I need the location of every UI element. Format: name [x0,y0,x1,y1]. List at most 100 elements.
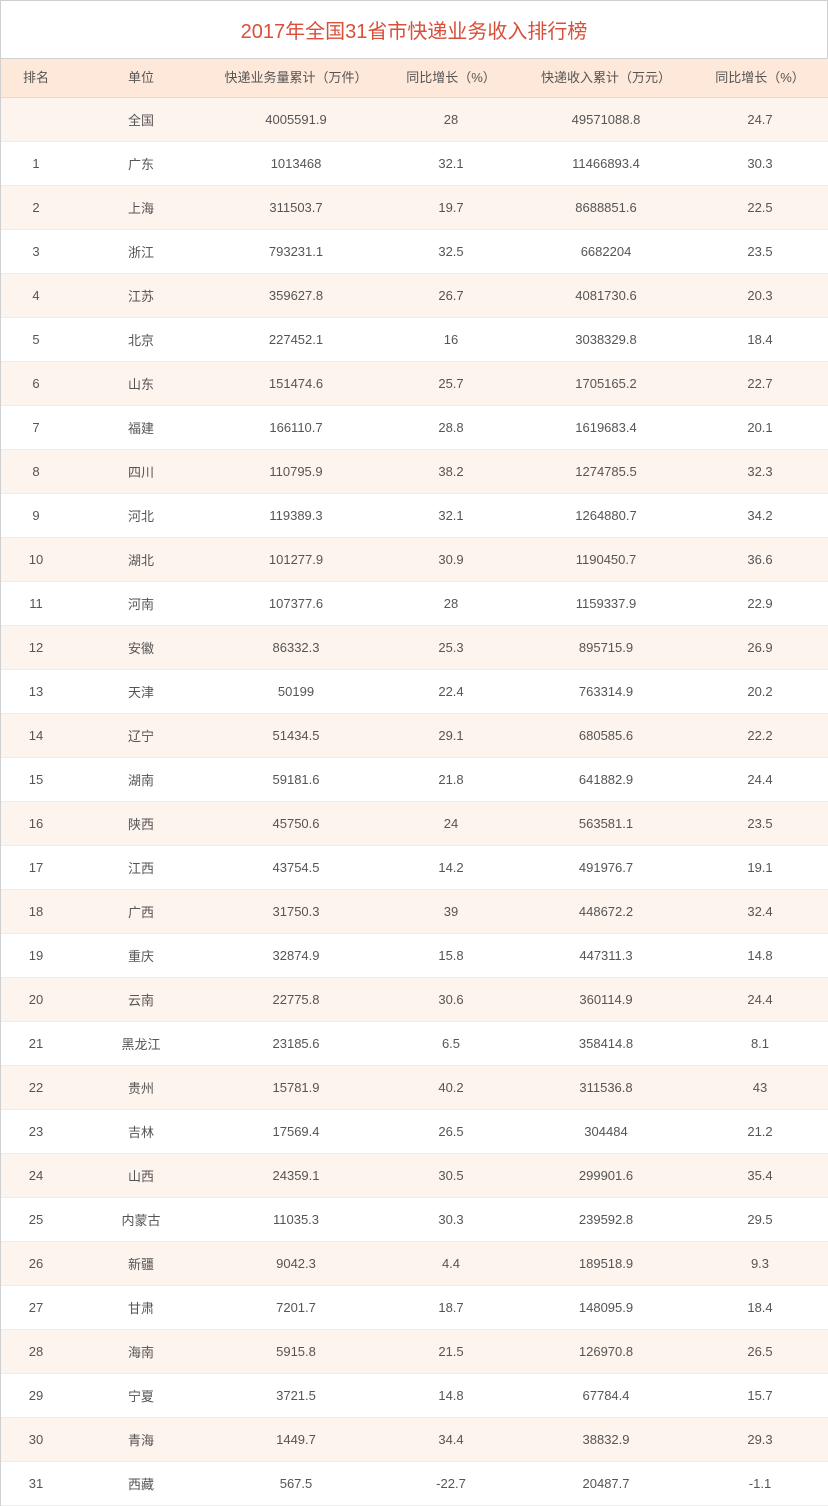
cell-revenue: 6682204 [521,230,691,274]
col-rank: 排名 [1,59,71,98]
cell-vol-growth: 24 [381,802,521,846]
cell-rev-growth: 20.3 [691,274,828,318]
cell-volume: 45750.6 [211,802,381,846]
cell-revenue: 1619683.4 [521,406,691,450]
cell-vol-growth: 28 [381,582,521,626]
cell-rev-growth: 43 [691,1066,828,1110]
cell-volume: 11035.3 [211,1198,381,1242]
cell-volume: 23185.6 [211,1022,381,1066]
table-row: 13天津5019922.4763314.920.2 [1,670,828,714]
cell-volume: 3721.5 [211,1374,381,1418]
cell-rank: 1 [1,142,71,186]
cell-unit: 甘肃 [71,1286,211,1330]
cell-revenue: 11466893.4 [521,142,691,186]
cell-rev-growth: 18.4 [691,318,828,362]
cell-revenue: 1159337.9 [521,582,691,626]
cell-rank: 12 [1,626,71,670]
cell-vol-growth: 29.1 [381,714,521,758]
cell-rank: 26 [1,1242,71,1286]
cell-rank: 14 [1,714,71,758]
cell-revenue: 448672.2 [521,890,691,934]
cell-volume: 86332.3 [211,626,381,670]
table-row: 27甘肃7201.718.7148095.918.4 [1,1286,828,1330]
cell-volume: 110795.9 [211,450,381,494]
cell-volume: 119389.3 [211,494,381,538]
cell-volume: 1449.7 [211,1418,381,1462]
cell-volume: 107377.6 [211,582,381,626]
cell-rank [1,98,71,142]
cell-vol-growth: 32.1 [381,494,521,538]
cell-vol-growth: 22.4 [381,670,521,714]
cell-volume: 7201.7 [211,1286,381,1330]
cell-rank: 27 [1,1286,71,1330]
cell-vol-growth: 21.5 [381,1330,521,1374]
cell-revenue: 360114.9 [521,978,691,1022]
col-volume: 快递业务量累计（万件） [211,59,381,98]
cell-rev-growth: -1.1 [691,1462,828,1506]
cell-unit: 陕西 [71,802,211,846]
cell-rank: 22 [1,1066,71,1110]
table-row: 11河南107377.6281159337.922.9 [1,582,828,626]
cell-volume: 101277.9 [211,538,381,582]
cell-unit: 安徽 [71,626,211,670]
table-row: 全国4005591.92849571088.824.7 [1,98,828,142]
cell-vol-growth: 30.3 [381,1198,521,1242]
col-unit: 单位 [71,59,211,98]
table-header-row: 排名 单位 快递业务量累计（万件） 同比增长（%） 快递收入累计（万元） 同比增… [1,59,828,98]
cell-volume: 43754.5 [211,846,381,890]
cell-volume: 1013468 [211,142,381,186]
cell-vol-growth: 25.3 [381,626,521,670]
cell-volume: 17569.4 [211,1110,381,1154]
cell-revenue: 680585.6 [521,714,691,758]
table-row: 28海南5915.821.5126970.826.5 [1,1330,828,1374]
table-row: 5北京227452.1163038329.818.4 [1,318,828,362]
cell-rank: 30 [1,1418,71,1462]
table-row: 18广西31750.339448672.232.4 [1,890,828,934]
cell-unit: 河北 [71,494,211,538]
cell-rank: 24 [1,1154,71,1198]
cell-unit: 内蒙古 [71,1198,211,1242]
cell-rev-growth: 22.5 [691,186,828,230]
table-row: 24山西24359.130.5299901.635.4 [1,1154,828,1198]
cell-vol-growth: 30.9 [381,538,521,582]
cell-unit: 重庆 [71,934,211,978]
cell-rank: 31 [1,1462,71,1506]
cell-volume: 151474.6 [211,362,381,406]
table-row: 21黑龙江23185.66.5358414.88.1 [1,1022,828,1066]
table-row: 31西藏567.5-22.720487.7-1.1 [1,1462,828,1506]
cell-unit: 山西 [71,1154,211,1198]
cell-revenue: 67784.4 [521,1374,691,1418]
cell-revenue: 1705165.2 [521,362,691,406]
cell-rank: 7 [1,406,71,450]
cell-vol-growth: 26.5 [381,1110,521,1154]
cell-unit: 辽宁 [71,714,211,758]
cell-rev-growth: 24.4 [691,758,828,802]
table-row: 1广东101346832.111466893.430.3 [1,142,828,186]
cell-unit: 上海 [71,186,211,230]
cell-rev-growth: 8.1 [691,1022,828,1066]
cell-revenue: 447311.3 [521,934,691,978]
table-row: 2上海311503.719.78688851.622.5 [1,186,828,230]
cell-volume: 31750.3 [211,890,381,934]
table-row: 30青海1449.734.438832.929.3 [1,1418,828,1462]
cell-rev-growth: 36.6 [691,538,828,582]
cell-rank: 21 [1,1022,71,1066]
cell-volume: 359627.8 [211,274,381,318]
cell-vol-growth: 14.8 [381,1374,521,1418]
cell-revenue: 49571088.8 [521,98,691,142]
cell-unit: 江苏 [71,274,211,318]
cell-vol-growth: 28.8 [381,406,521,450]
cell-revenue: 304484 [521,1110,691,1154]
cell-rank: 17 [1,846,71,890]
cell-unit: 全国 [71,98,211,142]
cell-rank: 8 [1,450,71,494]
table-row: 8四川110795.938.21274785.532.3 [1,450,828,494]
cell-rank: 10 [1,538,71,582]
cell-rev-growth: 26.5 [691,1330,828,1374]
cell-unit: 宁夏 [71,1374,211,1418]
cell-rev-growth: 22.9 [691,582,828,626]
cell-unit: 山东 [71,362,211,406]
cell-revenue: 189518.9 [521,1242,691,1286]
cell-revenue: 563581.1 [521,802,691,846]
cell-unit: 西藏 [71,1462,211,1506]
